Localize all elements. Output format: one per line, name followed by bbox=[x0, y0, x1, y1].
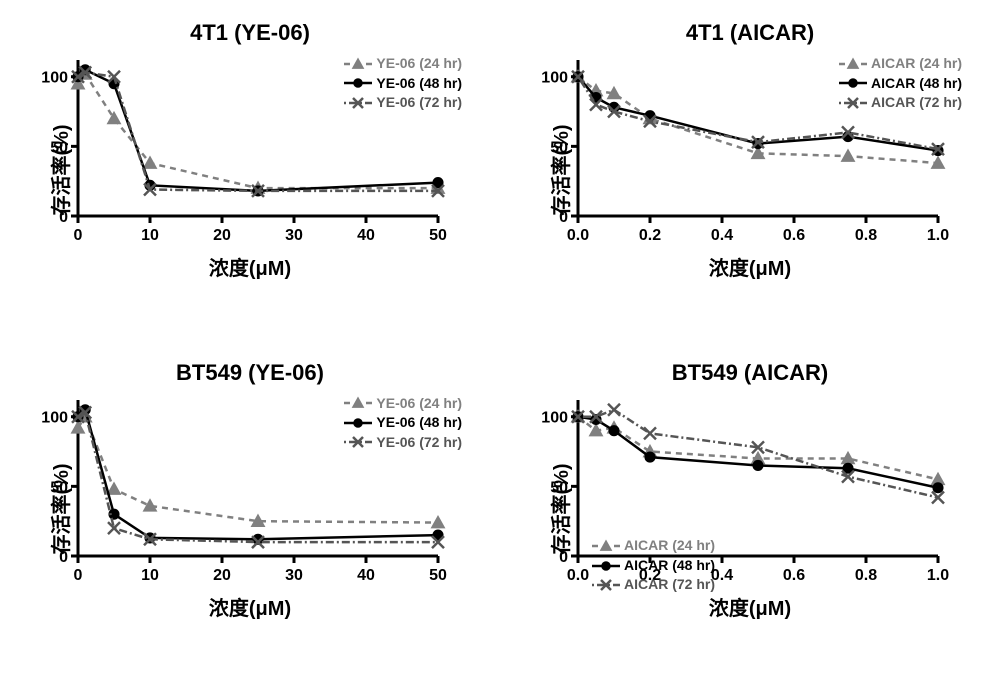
svg-text:100: 100 bbox=[41, 70, 68, 87]
svg-text:50: 50 bbox=[429, 567, 447, 584]
svg-text:0.8: 0.8 bbox=[855, 227, 877, 244]
legend-label: YE-06 (72 hr) bbox=[376, 93, 462, 113]
legend: YE-06 (24 hr)YE-06 (48 hr)YE-06 (72 hr) bbox=[344, 394, 462, 453]
chart-grid: 4T1 (YE-06) 存活率(%) 0 50 100 0 10 20 30 40 50 浓度(… bbox=[20, 20, 980, 659]
svg-text:20: 20 bbox=[213, 227, 231, 244]
legend: YE-06 (24 hr)YE-06 (48 hr)YE-06 (72 hr) bbox=[344, 54, 462, 113]
svg-text:0: 0 bbox=[74, 227, 83, 244]
panel-bt549-aicar: BT549 (AICAR) 存活率(%) 0501000.00.20.40.60… bbox=[520, 360, 980, 660]
legend-item: YE-06 (24 hr) bbox=[344, 54, 462, 74]
svg-text:30: 30 bbox=[285, 567, 303, 584]
chart-title: 4T1 (YE-06) bbox=[20, 20, 480, 46]
legend-item: AICAR (72 hr) bbox=[592, 575, 715, 595]
svg-text:0.2: 0.2 bbox=[639, 227, 661, 244]
legend-label: AICAR (24 hr) bbox=[624, 536, 715, 556]
svg-text:50: 50 bbox=[429, 227, 447, 244]
legend-item: AICAR (48 hr) bbox=[592, 556, 715, 576]
svg-text:100: 100 bbox=[41, 409, 68, 426]
legend-label: YE-06 (48 hr) bbox=[376, 74, 462, 94]
legend-item: YE-06 (72 hr) bbox=[344, 433, 462, 453]
legend-label: AICAR (24 hr) bbox=[871, 54, 962, 74]
svg-text:20: 20 bbox=[213, 567, 231, 584]
legend-item: YE-06 (48 hr) bbox=[344, 413, 462, 433]
svg-text:0.6: 0.6 bbox=[783, 227, 805, 244]
legend-item: AICAR (24 hr) bbox=[839, 54, 962, 74]
x-axis-label: 浓度(μM) bbox=[20, 252, 480, 281]
legend: AICAR (24 hr)AICAR (48 hr)AICAR (72 hr) bbox=[839, 54, 962, 113]
svg-text:0.0: 0.0 bbox=[567, 567, 589, 584]
legend-label: AICAR (72 hr) bbox=[871, 93, 962, 113]
y-axis-label: 存活率(%) bbox=[545, 464, 574, 555]
svg-text:10: 10 bbox=[141, 227, 159, 244]
svg-text:100: 100 bbox=[541, 70, 568, 87]
chart-svg: 0501000.00.20.40.60.81.0 bbox=[520, 390, 950, 590]
legend-label: AICAR (48 hr) bbox=[624, 556, 715, 576]
y-axis-label: 存活率(%) bbox=[45, 124, 74, 215]
legend-label: AICAR (72 hr) bbox=[624, 575, 715, 595]
legend: AICAR (24 hr)AICAR (48 hr)AICAR (72 hr) bbox=[592, 536, 715, 595]
legend-label: YE-06 (24 hr) bbox=[376, 54, 462, 74]
panel-4t1-ye06: 4T1 (YE-06) 存活率(%) 05010001020304050 浓度(… bbox=[20, 20, 480, 320]
chart-title: BT549 (YE-06) bbox=[20, 360, 480, 386]
svg-text:1.0: 1.0 bbox=[927, 227, 949, 244]
x-axis-label: 浓度(μM) bbox=[520, 592, 980, 621]
svg-text:0: 0 bbox=[74, 567, 83, 584]
svg-text:30: 30 bbox=[285, 227, 303, 244]
chart-title: 4T1 (AICAR) bbox=[520, 20, 980, 46]
legend-item: AICAR (48 hr) bbox=[839, 74, 962, 94]
svg-text:10: 10 bbox=[141, 567, 159, 584]
panel-bt549-ye06: BT549 (YE-06) 存活率(%) 05010001020304050 浓… bbox=[20, 360, 480, 660]
svg-text:40: 40 bbox=[357, 227, 375, 244]
svg-text:0.6: 0.6 bbox=[783, 567, 805, 584]
legend-label: AICAR (48 hr) bbox=[871, 74, 962, 94]
svg-text:100: 100 bbox=[541, 409, 568, 426]
y-axis-label: 存活率(%) bbox=[545, 124, 574, 215]
panel-4t1-aicar: 4T1 (AICAR) 存活率(%) 0501000.00.20.40.60.8… bbox=[520, 20, 980, 320]
svg-text:0.0: 0.0 bbox=[567, 227, 589, 244]
legend-item: YE-06 (48 hr) bbox=[344, 74, 462, 94]
legend-item: YE-06 (72 hr) bbox=[344, 93, 462, 113]
legend-label: YE-06 (24 hr) bbox=[376, 394, 462, 414]
svg-text:0.4: 0.4 bbox=[711, 227, 733, 244]
legend-label: YE-06 (48 hr) bbox=[376, 413, 462, 433]
legend-item: AICAR (72 hr) bbox=[839, 93, 962, 113]
legend-label: YE-06 (72 hr) bbox=[376, 433, 462, 453]
svg-text:1.0: 1.0 bbox=[927, 567, 949, 584]
y-axis-label: 存活率(%) bbox=[45, 464, 74, 555]
legend-item: YE-06 (24 hr) bbox=[344, 394, 462, 414]
x-axis-label: 浓度(μM) bbox=[20, 592, 480, 621]
svg-text:0.8: 0.8 bbox=[855, 567, 877, 584]
chart-title: BT549 (AICAR) bbox=[520, 360, 980, 386]
legend-item: AICAR (24 hr) bbox=[592, 536, 715, 556]
x-axis-label: 浓度(μM) bbox=[520, 252, 980, 281]
svg-text:40: 40 bbox=[357, 567, 375, 584]
